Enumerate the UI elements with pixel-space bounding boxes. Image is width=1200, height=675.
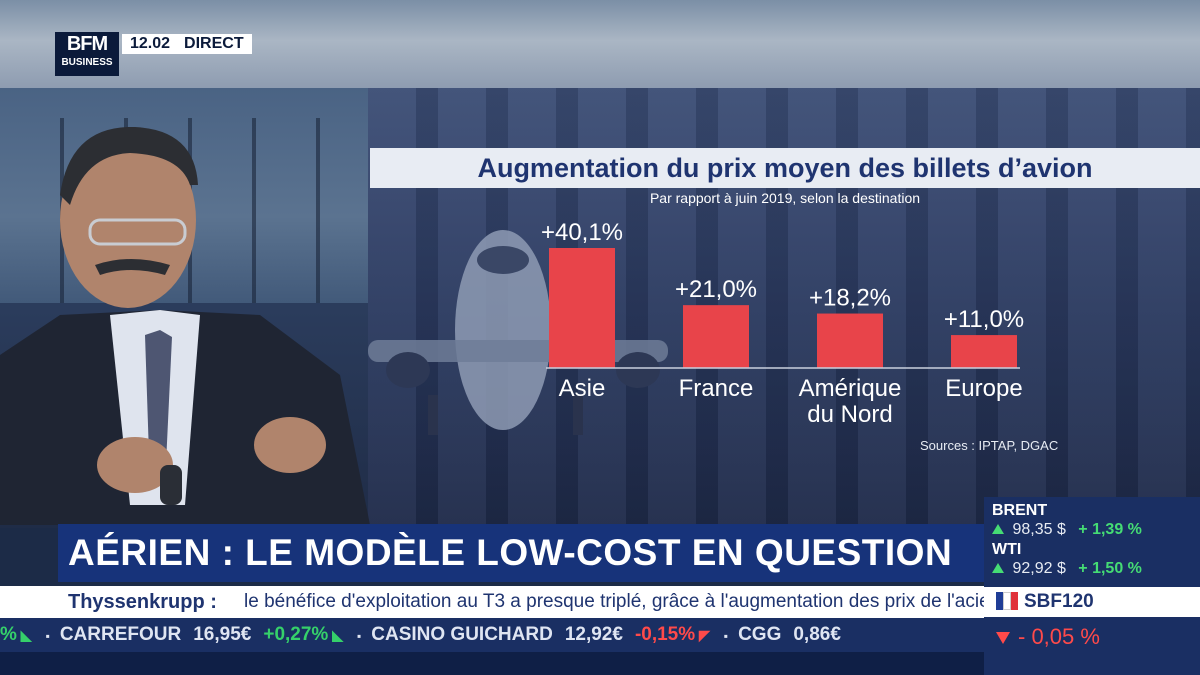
logo-bfm-text: BFM [66,33,108,55]
index-bar [984,587,1200,617]
up-arrow-icon: ◣ [16,627,32,643]
ticker-price: 12,92€ [564,624,623,645]
live-label: DIRECT [184,35,244,52]
up-arrow-icon [992,524,1004,534]
value-label: +40,1% [541,219,623,246]
headline-text: AÉRIEN : LE MODÈLE LOW-COST EN QUESTION [68,532,953,573]
value-label: +21,0% [675,276,757,303]
separator-icon: ▪ [723,629,729,643]
time-direct-badge: 12.02 DIRECT [122,34,252,54]
wti-label: WTI [992,541,1022,558]
broadcast-time: 12.02 [130,35,171,52]
category-label: Amérique [799,375,902,402]
bar-asie [549,248,615,368]
ticker-item: % ◣ [0,620,32,650]
news-text: le bénéfice d'exploitation au T3 a presq… [244,591,996,612]
ticker-change: -0,15% [634,624,696,645]
ticker-change: +0,27% [263,624,329,645]
category-label: du Nord [807,401,892,428]
down-arrow-icon: ◤ [695,627,710,643]
presenter-image [0,126,370,525]
news-bar [0,586,984,618]
ticker-name: CGG [738,624,782,645]
category-label: France [679,375,754,402]
brent-row: 98,35 $ + 1,39 % [992,521,1142,539]
chart-source: Sources : IPTAP, DGAC [920,438,1059,453]
separator-icon: ▪ [45,629,50,643]
logo-business-text: BUSINESS [61,57,113,68]
news-source: Thyssenkrupp : [68,591,217,613]
category-label: Asie [559,375,606,402]
index-change: - 0,05 % [996,624,1100,650]
value-label: +11,0% [944,306,1024,333]
chart-title-background [370,148,1200,188]
category-label: Europe [945,375,1022,402]
ticker-item: ▪ CASINO GUICHARD 12,92€ -0,15% ◤ [357,620,710,650]
ticker-name: CARREFOUR [59,624,182,645]
wti-change: + 1,50 % [1078,560,1142,577]
brent-label: BRENT [992,502,1048,519]
ticker-price: 0,86€ [793,624,841,645]
ticker-name: CASINO GUICHARD [371,624,553,645]
bar-europe [951,335,1017,368]
index-label: SBF120 [1024,591,1094,612]
wti-row: 92,92 $ + 1,50 % [992,560,1142,578]
ticker-change: % [0,624,17,645]
brent-change: + 1,39 % [1078,521,1142,538]
ticker-price: 16,95€ [193,624,252,645]
down-arrow-icon [996,632,1010,645]
stock-ticker: % ◣ ▪ CARREFOUR 16,95€ +0,27% ◣ ▪ CASINO GUICH… [0,620,853,650]
brent-value: 98,35 $ [1012,521,1066,538]
ticker-item: ▪ CGG 0,86€ [724,620,853,650]
value-label: +18,2% [809,285,891,312]
ticker-bottom-strip [0,652,984,675]
stock-ticker-bar [0,618,984,652]
headline-bar [58,524,984,582]
chart-subtitle: Par rapport à juin 2019, selon la destin… [649,190,921,206]
up-arrow-icon [992,563,1004,573]
chart-title: Augmentation du prix moyen des billets d… [477,153,1093,183]
french-flag-icon [996,592,1019,610]
bfm-business-logo: BFM BUSINESS [55,32,119,76]
wti-value: 92,92 $ [1012,560,1066,577]
ticker-item: ▪ CARREFOUR 16,95€ +0,27% ◣ [46,620,343,650]
market-panel [984,497,1200,675]
up-arrow-icon: ◣ [328,627,343,643]
bar-amérique-du-nord [817,313,883,368]
bar-france [683,305,749,368]
separator-icon: ▪ [356,629,362,643]
